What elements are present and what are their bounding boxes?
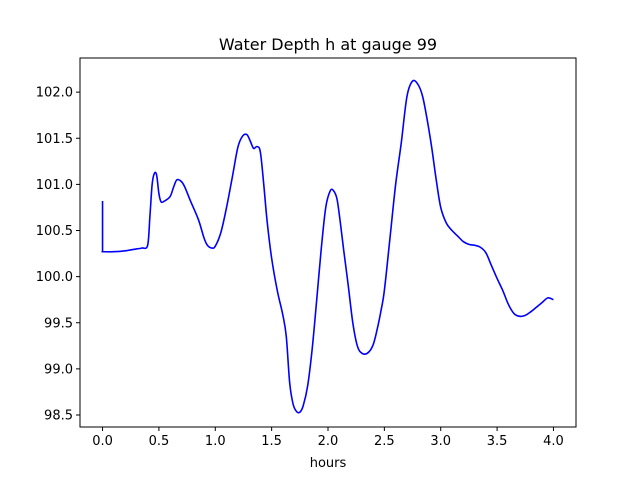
x-axis-label: hours [310,456,347,471]
x-tick-label: 1.5 [261,434,282,449]
x-tick-label: 3.5 [487,434,508,449]
chart-title: Water Depth h at gauge 99 [219,35,437,54]
y-tick-label: 101.0 [36,178,73,193]
x-tick-label: 4.0 [543,434,564,449]
y-tick-label: 101.5 [36,132,73,147]
x-tick-label: 1.0 [205,434,226,449]
y-tick-label: 98.5 [44,409,73,424]
x-axis: 0.0 0.5 1.0 1.5 2.0 2.5 3.0 3.5 4.0 [92,427,564,449]
x-tick-label: 0.0 [92,434,113,449]
x-tick-label: 2.5 [374,434,395,449]
x-tick-label: 0.5 [149,434,170,449]
y-axis: 98.5 99.0 99.5 100.0 100.5 101.0 101.5 102.0 [36,86,80,424]
y-tick-label: 100.5 [36,224,73,239]
y-tick-label: 99.5 [44,316,73,331]
x-tick-label: 2.0 [318,434,339,449]
y-tick-label: 99.0 [44,362,73,377]
series-line [101,79,554,414]
x-tick-label: 3.0 [430,434,451,449]
y-tick-label: 100.0 [36,270,73,285]
y-tick-label: 102.0 [36,86,73,101]
series-layer [101,79,554,414]
